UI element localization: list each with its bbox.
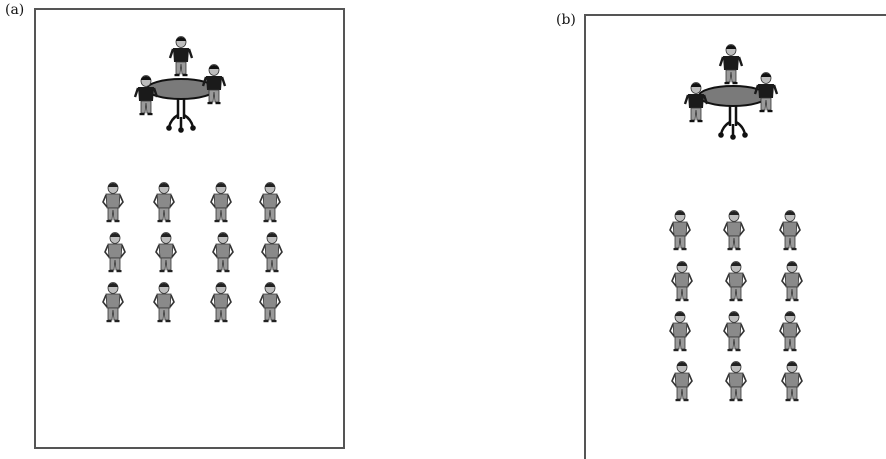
panel-a-label: (a) [5, 2, 25, 18]
panel-b-audience-member [669, 310, 691, 353]
panel-a-audience-member [155, 231, 177, 274]
panel-b-audience-member [723, 209, 745, 251]
panel-a-audience-member [259, 281, 281, 324]
panel-b-audience-member [781, 360, 803, 403]
panel-a-audience-member [153, 281, 175, 324]
panel-a-audience-member [153, 181, 175, 223]
panel-a-audience-member [104, 231, 126, 274]
panel-b-table [697, 84, 769, 142]
panel-a-audience-member [261, 231, 283, 274]
panel-b-presenter-1 [718, 43, 744, 86]
panel-a-presenter-1 [168, 35, 194, 78]
panel-b-audience-member [725, 260, 747, 303]
panel-b-audience-member [671, 260, 693, 303]
panel-a-audience-member [210, 181, 232, 223]
panel-b-audience-member [779, 310, 801, 353]
panel-b-audience-member [723, 310, 745, 353]
panel-b-audience-member [781, 260, 803, 303]
panel-b-label: (b) [556, 12, 576, 28]
panel-a-table [145, 77, 217, 135]
panel-a-audience-member [102, 181, 124, 223]
panel-a-frame [34, 8, 345, 449]
panel-a-audience-member [102, 281, 124, 324]
panel-b-audience-member [725, 360, 747, 403]
panel-b-audience-member [671, 360, 693, 403]
panel-a-audience-member [212, 231, 234, 274]
panel-a-audience-member [259, 181, 281, 223]
panel-b-audience-member [669, 209, 691, 251]
panel-b-audience-member [779, 209, 801, 251]
panel-a-audience-member [210, 281, 232, 324]
panel-b-presenter-2 [683, 81, 709, 124]
